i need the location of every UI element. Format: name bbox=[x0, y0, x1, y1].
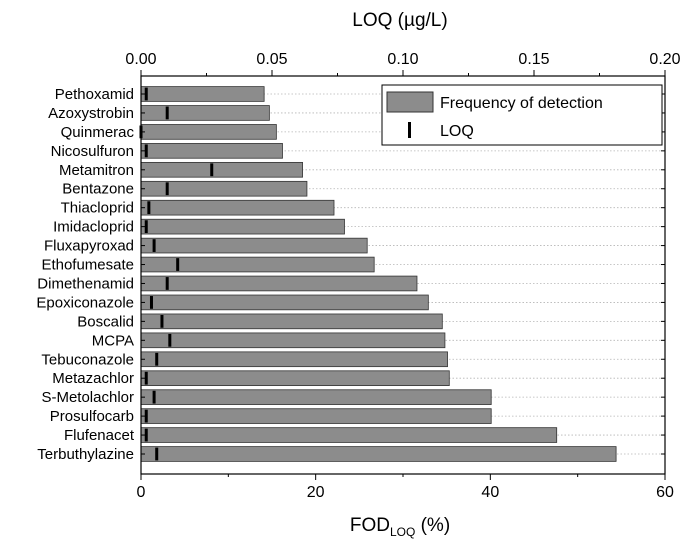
bottom-axis-tick-label: 20 bbox=[307, 484, 325, 501]
category-label: Nicosulfuron bbox=[51, 143, 134, 160]
category-label: Prosulfocarb bbox=[50, 408, 134, 425]
bar bbox=[140, 124, 277, 140]
loq-marker bbox=[152, 390, 156, 404]
loq-marker bbox=[144, 87, 148, 101]
bar bbox=[140, 294, 429, 311]
bottom-axis-title: FODLOQ (%) bbox=[350, 515, 450, 539]
bottom-axis-tick-label: 60 bbox=[656, 484, 674, 501]
category-label: Imidacloprid bbox=[53, 219, 134, 236]
loq-marker bbox=[176, 258, 180, 271]
bottom-axis-tick-label: 40 bbox=[481, 484, 499, 501]
top-axis-tick-label: 0.10 bbox=[387, 51, 418, 68]
bar bbox=[140, 161, 303, 178]
category-label: Terbuthylazine bbox=[37, 446, 134, 463]
bar bbox=[140, 446, 617, 462]
top-axis-tick-label: 0.20 bbox=[649, 51, 680, 68]
category-label: S-Metolachlor bbox=[41, 389, 134, 406]
legend-label-loq: LOQ bbox=[440, 123, 474, 140]
category-label: Metazachlor bbox=[52, 370, 134, 387]
loq-marker bbox=[165, 106, 169, 120]
legend-swatch-loq bbox=[408, 122, 411, 138]
bar bbox=[140, 389, 492, 405]
loq-marker bbox=[144, 220, 148, 234]
legend-label-frequency: Frequency of detection bbox=[440, 95, 603, 112]
category-label: Thiacloprid bbox=[61, 200, 134, 217]
top-axis: 0.00 0.05 0.10 0.15 0.20 bbox=[125, 51, 681, 76]
bar bbox=[140, 408, 492, 424]
loq-marker bbox=[149, 296, 153, 309]
legend: Frequency of detection LOQ bbox=[381, 84, 663, 146]
bottom-axis-tick-label: 0 bbox=[137, 484, 146, 501]
loq-marker bbox=[152, 239, 156, 252]
top-axis-tick-label: 0.00 bbox=[125, 51, 156, 68]
loq-marker bbox=[144, 144, 148, 158]
category-label: Metamitron bbox=[59, 162, 134, 179]
category-label: Tebuconazole bbox=[41, 351, 134, 368]
bar bbox=[140, 199, 335, 216]
bottom-axis: 0 20 40 60 bbox=[137, 474, 674, 501]
bottom-axis-title-subscript: LOQ bbox=[390, 525, 415, 539]
category-label: Quinmerac bbox=[61, 124, 135, 141]
loq-markers-layer bbox=[139, 87, 214, 461]
bar bbox=[140, 105, 270, 121]
bar bbox=[140, 143, 283, 159]
category-label: Epoxiconazole bbox=[36, 294, 134, 311]
loq-marker bbox=[210, 163, 214, 177]
category-label: Azoxystrobin bbox=[48, 105, 134, 122]
category-label: Bentazone bbox=[62, 181, 134, 198]
loq-marker bbox=[144, 428, 148, 442]
category-label: Flufenacet bbox=[64, 427, 135, 444]
legend-swatch-frequency bbox=[386, 91, 434, 113]
bar bbox=[140, 218, 345, 235]
loq-marker bbox=[147, 201, 151, 215]
category-label: Ethofumesate bbox=[41, 257, 134, 274]
bar bbox=[140, 427, 558, 443]
bar bbox=[140, 86, 265, 102]
category-label: Dimethenamid bbox=[37, 275, 134, 292]
top-axis-tick-label: 0.15 bbox=[518, 51, 549, 68]
bar bbox=[140, 313, 443, 330]
loq-marker bbox=[155, 447, 159, 461]
loq-marker bbox=[165, 182, 169, 196]
top-axis-title: LOQ (µg/L) bbox=[352, 10, 447, 31]
loq-marker bbox=[144, 371, 148, 385]
bar bbox=[140, 256, 375, 273]
category-label: MCPA bbox=[92, 332, 134, 349]
loq-marker bbox=[160, 314, 164, 328]
category-label: Pethoxamid bbox=[55, 86, 134, 103]
loq-marker bbox=[144, 409, 148, 423]
loq-marker bbox=[165, 277, 169, 290]
bar bbox=[140, 332, 446, 349]
bar bbox=[140, 351, 448, 368]
category-label: Fluxapyroxad bbox=[44, 238, 134, 255]
loq-marker bbox=[155, 352, 159, 366]
bar bbox=[140, 275, 418, 292]
top-axis-tick-label: 0.05 bbox=[256, 51, 287, 68]
category-labels: Pethoxamid Azoxystrobin Quinmerac Nicosulfu… bbox=[36, 86, 665, 463]
bar bbox=[140, 237, 368, 254]
loq-marker bbox=[168, 333, 172, 347]
bar bbox=[140, 370, 450, 386]
category-label: Boscalid bbox=[77, 313, 134, 330]
